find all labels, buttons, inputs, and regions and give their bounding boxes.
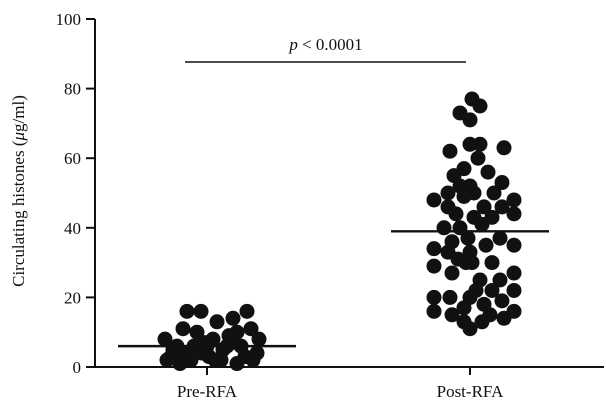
mean-lines: [118, 230, 549, 348]
data-point: [506, 303, 522, 319]
data-point: [239, 303, 255, 319]
data-point: [448, 206, 464, 222]
data-point: [243, 321, 259, 337]
data-point: [474, 216, 490, 232]
y-tick-label: 0: [73, 358, 82, 377]
data-point: [506, 237, 522, 253]
data-point: [472, 98, 488, 114]
data-points: [157, 91, 522, 372]
p-value-text: < 0.0001: [298, 35, 363, 54]
data-point: [506, 265, 522, 281]
data-point: [456, 188, 472, 204]
y-tick-label: 100: [56, 10, 82, 29]
data-point: [426, 192, 442, 208]
data-point: [462, 321, 478, 337]
data-point: [426, 289, 442, 305]
data-point: [456, 161, 472, 177]
data-point: [225, 310, 241, 326]
data-point: [462, 112, 478, 128]
data-point: [426, 258, 442, 274]
data-point: [494, 175, 510, 191]
y-tick-label: 20: [64, 288, 81, 307]
data-point: [175, 321, 191, 337]
data-point: [426, 303, 442, 319]
data-point: [207, 352, 223, 368]
data-point: [496, 140, 512, 156]
y-tick-label: 80: [64, 80, 81, 99]
data-point: [464, 255, 480, 271]
data-point: [470, 150, 486, 166]
data-point: [456, 300, 472, 316]
data-point: [478, 237, 494, 253]
data-point: [480, 164, 496, 180]
data-point: [506, 282, 522, 298]
data-point: [476, 199, 492, 215]
y-axis: 0 20 40 60 80 100: [56, 10, 96, 377]
data-point: [484, 255, 500, 271]
x-axis: Pre-RFA Post-RFA: [94, 366, 604, 401]
y-axis-title: Circulating histones (μg/ml): [9, 95, 28, 287]
data-point: [492, 272, 508, 288]
data-point: [444, 307, 460, 323]
data-point: [157, 331, 173, 347]
data-point: [484, 282, 500, 298]
data-point: [223, 335, 239, 351]
x-category-label: Pre-RFA: [177, 382, 238, 401]
data-point: [209, 314, 225, 330]
p-symbol: p: [288, 35, 298, 54]
data-point: [494, 293, 510, 309]
data-point: [460, 230, 476, 246]
x-category-label: Post-RFA: [437, 382, 504, 401]
data-point: [245, 352, 261, 368]
data-point: [251, 331, 267, 347]
data-point: [179, 303, 195, 319]
data-point: [506, 192, 522, 208]
p-value-label: p < 0.0001: [288, 35, 362, 54]
data-point: [159, 352, 175, 368]
data-point: [189, 324, 205, 340]
data-point: [492, 230, 508, 246]
data-point: [486, 185, 502, 201]
data-point: [440, 185, 456, 201]
y-tick-label: 60: [64, 149, 81, 168]
data-point: [472, 136, 488, 152]
data-point: [494, 199, 510, 215]
data-point: [474, 314, 490, 330]
data-point: [426, 241, 442, 257]
data-point: [442, 289, 458, 305]
data-point: [506, 206, 522, 222]
data-point: [436, 220, 452, 236]
significance-annotation: p < 0.0001: [185, 35, 466, 63]
data-point: [172, 356, 188, 372]
data-point: [193, 303, 209, 319]
y-tick-label: 40: [64, 219, 81, 238]
data-point: [442, 143, 458, 159]
data-point: [444, 265, 460, 281]
